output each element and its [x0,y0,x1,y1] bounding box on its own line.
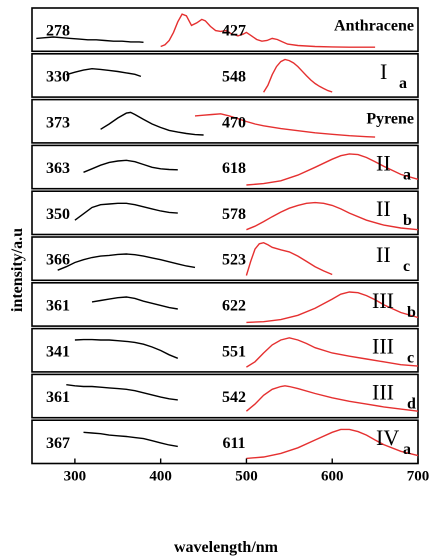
absorption-curve [100,111,204,136]
panel-5: 350 578 II b [31,190,419,236]
absorption-peak-label: 363 [46,160,70,177]
absorption-peak-label: 367 [46,435,70,452]
compound-numeral: III [372,334,394,359]
emission-peak-label: 542 [222,389,246,406]
emission-peak-label: 578 [222,206,246,223]
panel-frame [31,373,419,419]
x-tick-label: 700 [407,469,430,485]
emission-curve [246,201,419,231]
compound-numeral: I [380,59,387,84]
compound-subscript: a [403,441,411,458]
emission-peak-label: 622 [222,297,246,314]
compound-label: Pyrene [366,110,414,127]
absorption-curve [91,296,178,310]
panel-frame [31,190,419,236]
absorption-curve [74,202,178,221]
panel-9: 361 542 III d [31,373,419,419]
emission-peak-label: 470 [222,114,246,131]
emission-curve [246,153,419,186]
absorption-curve [36,36,144,43]
panel-frame [31,236,419,282]
x-axis-ticks: 300 400 500 600 700 [64,458,430,485]
compound-subscript: d [407,395,416,412]
panel-frame [31,52,419,98]
emission-peak-label: 611 [222,435,245,452]
compound-numeral: IV [376,425,399,450]
x-tick-label: 400 [149,469,172,485]
emission-peak-label: 427 [222,23,246,40]
compound-subscript: b [407,304,416,321]
absorption-peak-label: 350 [46,206,70,223]
absorption-curve [83,431,178,448]
compound-label: Anthracene [334,18,414,35]
emission-curve [263,58,333,93]
x-tick-label: 600 [321,469,344,485]
panel-1: 278 427 Anthracene [31,7,419,53]
emission-curve [160,13,376,48]
panel-8: 341 551 III c [31,327,419,373]
compound-subscript: c [407,350,414,367]
compound-numeral: III [372,288,394,313]
absorption-peak-label: 341 [46,343,70,360]
compound-numeral: II [376,150,391,175]
panel-frame [31,327,419,373]
compound-numeral: III [372,379,394,404]
emission-curve [246,337,419,368]
emission-curve [245,385,419,412]
panel-6: 366 523 II c [31,236,419,282]
panel-7: 361 622 III b [31,281,419,327]
compound-subscript: b [403,212,412,229]
absorption-curve [66,384,178,401]
emission-peak-label: 523 [222,252,246,269]
absorption-curve [83,159,178,173]
panel-frame [31,98,419,144]
emission-curve [246,428,419,460]
compound-numeral: II [376,242,391,267]
emission-curve [245,241,333,276]
x-tick-label: 500 [235,469,258,485]
panel-frame [31,7,419,53]
absorption-peak-label: 330 [46,68,70,85]
panel-4: 363 618 II a [31,144,419,190]
compound-subscript: a [403,166,411,183]
emission-peak-label: 548 [222,68,246,85]
absorption-peak-label: 366 [46,252,70,269]
panel-frame [31,144,419,190]
emission-curve [194,113,376,138]
compound-subscript: c [403,258,410,275]
absorption-peak-label: 361 [46,389,70,406]
absorption-peak-label: 373 [46,114,70,131]
emission-peak-label: 551 [222,343,246,360]
x-tick-label: 300 [64,469,87,485]
emission-peak-label: 618 [222,160,246,177]
panel-frame [31,281,419,327]
absorption-curve [57,253,196,271]
y-axis-title: intensity/a.u [9,228,26,312]
compound-subscript: a [399,75,407,92]
absorption-curve [66,67,142,78]
absorption-peak-label: 361 [46,297,70,314]
panel-3: 373 470 Pyrene [31,98,419,144]
compound-numeral: II [376,196,391,221]
emission-curve [246,291,419,324]
panel-10: 367 611 IV a [31,419,419,465]
x-axis-title: wavelength/nm [174,539,279,556]
panel-frame [31,419,419,465]
absorption-peak-label: 278 [46,23,70,40]
absorption-curve [74,338,179,359]
